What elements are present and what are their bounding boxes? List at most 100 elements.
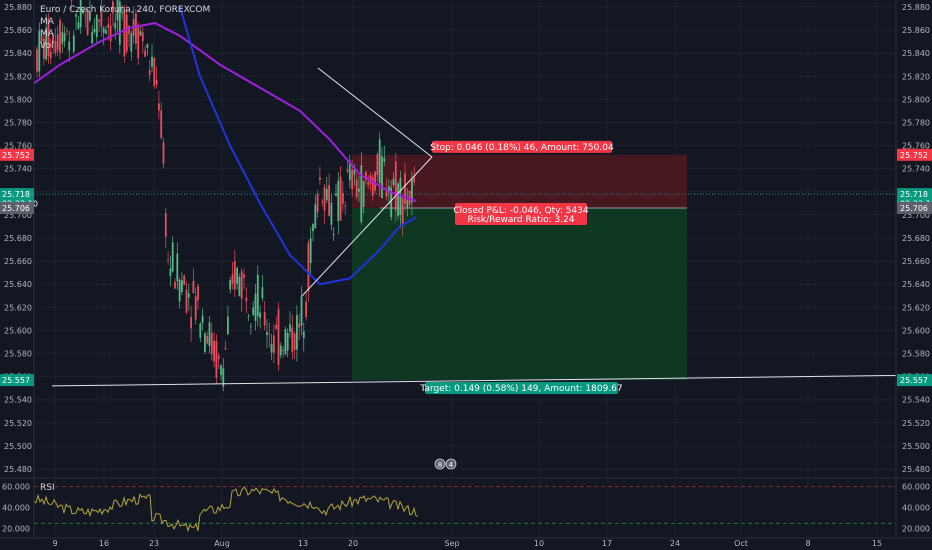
y-tick-right: 25.780 [902,118,930,127]
candle-body [243,274,245,278]
candle-body [224,347,227,350]
trendline-upper [317,67,433,158]
candle-body [309,238,312,263]
candle-body [47,19,50,57]
legend-ma-2[interactable]: MA [40,29,54,39]
price-marker-left [0,148,34,161]
y-tick-right: 25.640 [902,280,930,289]
y-tick-left: 25.620 [4,303,32,312]
candle-body [123,10,126,57]
rsi-tick-left: 60.000 [2,482,30,491]
candle-body [171,242,174,272]
x-tick-label: 20 [348,539,358,548]
candle-body [194,296,197,320]
candle-body [141,32,144,42]
candle-body [174,281,176,289]
candle-body [378,139,381,184]
y-tick-right: 25.860 [902,26,930,35]
candle-body [197,285,199,301]
x-tick-label: 24 [670,539,680,548]
candle-body [160,110,163,138]
candle-body [70,0,73,1]
candle-body [376,154,379,176]
candle-body [381,156,383,198]
candle-body [325,188,328,201]
candle-body [259,312,261,319]
candle-body [312,224,314,232]
candle-body [238,276,241,297]
x-tick-label: 23 [149,539,159,548]
candle-body [266,332,268,335]
candle-body [270,343,273,353]
candle-body [305,301,307,317]
event-badge [445,458,457,470]
candle-body [135,13,137,44]
candle-body [332,233,335,236]
candle-body [187,293,190,298]
legend-volume[interactable]: Vol [40,41,54,51]
y-tick-left: 25.540 [4,396,32,405]
candle-body [252,307,255,316]
event-badge-text: 4 [449,461,454,469]
candle-body [362,180,365,207]
candle-body [282,350,284,351]
candle-body [151,56,153,67]
candle-body [66,31,68,33]
candle-body [335,193,337,196]
candle-body [102,27,105,33]
y-tick-right: 25.700 [902,211,930,220]
candle-body [293,333,296,350]
price-marker-left-text: 25.718 [2,190,30,199]
candle-body [215,341,218,379]
price-marker-left [0,188,34,201]
candle-body [114,23,117,29]
x-tick-label: 8 [805,539,810,548]
price-marker-right-text: 25.718 [900,190,928,199]
legend-ma-1[interactable]: MA [40,17,54,27]
candle-body [374,171,376,191]
candle-body [45,27,48,60]
target-label: Target: 0.149 (0.58%) 149, Amount: 1809.… [419,382,623,394]
rsi-label[interactable]: RSI [40,483,55,493]
candle-body [213,340,215,362]
candle-body [337,180,340,222]
candle-body [268,333,271,335]
candle-body [314,204,317,229]
candle-body [36,49,38,72]
candle-body [128,25,130,34]
candle-body [371,177,374,196]
candle-body [355,179,358,197]
candle-body [82,10,84,14]
candle-body [286,332,289,351]
y-tick-left: 25.600 [4,326,32,335]
candle-body [155,79,158,85]
candle-body [162,142,165,164]
candle-body [227,316,229,335]
candle-body [158,103,160,111]
candle-body [383,158,386,162]
candle-body [89,11,91,21]
candle-body [167,259,169,261]
candle-body [199,323,202,338]
candle-body [296,315,298,350]
x-tick-label: Sep [444,539,459,548]
candle-body [116,0,119,21]
candle-body [323,186,326,211]
candle-body [404,173,406,204]
candle-body [40,36,43,42]
candle-body [250,326,252,328]
y-tick-right: 25.760 [902,142,930,151]
candle-body [204,333,206,353]
candle-body [222,368,225,387]
candle-body [100,7,103,27]
candle-body [95,15,98,38]
candle-body [192,280,195,294]
y-tick-right: 25.540 [902,396,930,405]
chart-legend: Euro / Czech Koruna, 240, FOREXCOM MA MA… [40,4,210,52]
candle-body [93,29,96,32]
position-labels: Stop: 0.046 (0.18%) 46, Amount: 750.04 Ta… [419,140,623,394]
candle-body [390,187,393,218]
candle-body [302,331,305,339]
